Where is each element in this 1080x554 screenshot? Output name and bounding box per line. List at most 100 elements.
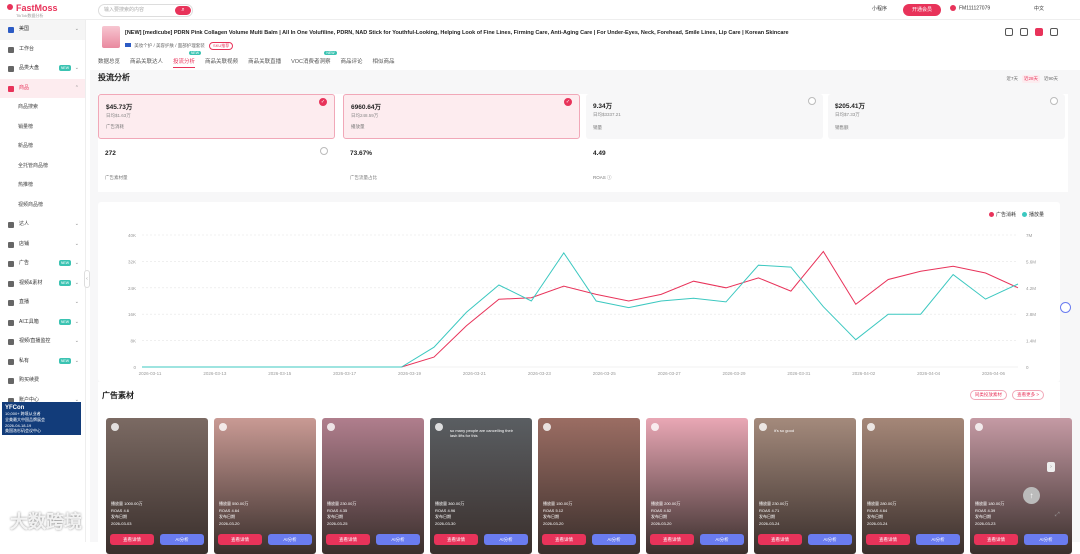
- metric-card[interactable]: $205.41万 日均$7.33万 销售额: [828, 94, 1065, 139]
- product-category[interactable]: 美妆个护 / 美容护肤 / 面部护理套装: [134, 43, 205, 48]
- tab-6[interactable]: 商品评论: [341, 57, 363, 67]
- back-to-top-button[interactable]: ↑: [1023, 487, 1040, 504]
- sidebar-item-category[interactable]: 品类大盘 NEW ⌄: [0, 59, 85, 79]
- range-option[interactable]: 近7天: [1006, 76, 1018, 81]
- tab-0[interactable]: 数据总览: [98, 57, 120, 67]
- sidebar-item-video-material[interactable]: 视频&素材 NEW ⌄: [0, 274, 85, 294]
- tab-2[interactable]: 投流分析 NEW: [173, 51, 202, 68]
- play-icon[interactable]: [327, 423, 335, 431]
- ai-analysis-button[interactable]: AI分析: [160, 534, 204, 545]
- sidebar-item-purchase[interactable]: 购买续费: [0, 371, 85, 391]
- play-icon[interactable]: [651, 423, 659, 431]
- ad-card[interactable]: 播放量 150.00万 ROAS 5.12 发布日期 2026-03-20 查看详情 AI…: [538, 418, 640, 554]
- tab-3[interactable]: 商品关联视频: [205, 57, 238, 67]
- view-detail-button[interactable]: 查看详情: [650, 534, 694, 545]
- ad-card[interactable]: it's so good 播放量 230.00万 ROAS 4.71 发布日期 2026…: [754, 418, 856, 554]
- metric-card[interactable]: 272 广告素材量: [98, 144, 335, 189]
- ai-analysis-button[interactable]: AI分析: [808, 534, 852, 545]
- metric-card[interactable]: 6960.64万 日均248.59万 播放量 ✓: [343, 94, 580, 139]
- sidebar-item-monitor[interactable]: 视频/直播监控 ⌄: [0, 332, 85, 352]
- tab-5[interactable]: VOC消费者洞察 NEW: [291, 51, 337, 67]
- expand-icon[interactable]: ⤢: [1055, 512, 1060, 518]
- view-detail-button[interactable]: 查看详情: [974, 534, 1018, 545]
- sidebar-item-hot-rank[interactable]: 热推榜: [0, 176, 85, 196]
- metric-card[interactable]: 4.49 ROAS ⓘ: [586, 144, 823, 189]
- sidebar-item-managed-rank[interactable]: 全托管商品榜: [0, 157, 85, 177]
- ad-card[interactable]: so many people are cancelling their lash…: [430, 418, 532, 554]
- ad-card[interactable]: 播放量 200.00万 ROAS 4.52 发布日期 2026-03-20 查看详情 AI…: [646, 418, 748, 554]
- sidebar-item-live[interactable]: 直播 ⌄: [0, 293, 85, 313]
- view-detail-button[interactable]: 查看详情: [434, 534, 478, 545]
- tiktok-icon[interactable]: [1035, 28, 1044, 36]
- carousel-next-button[interactable]: ›: [1047, 462, 1055, 472]
- sidebar-item-goods-search[interactable]: 商品搜索: [0, 98, 85, 118]
- legend-item[interactable]: 广告消耗: [983, 212, 1016, 218]
- view-more-button[interactable]: 查看更多 >: [1012, 390, 1044, 400]
- play-icon[interactable]: [543, 423, 551, 431]
- sidebar-item-new-rank[interactable]: 新品榜: [0, 137, 85, 157]
- ai-analysis-button[interactable]: AI分析: [1024, 534, 1068, 545]
- ai-analysis-button[interactable]: AI分析: [700, 534, 744, 545]
- tab-1[interactable]: 商品关联达人: [130, 57, 163, 67]
- play-icon[interactable]: [111, 423, 119, 431]
- user-menu[interactable]: FM111127079: [950, 5, 990, 11]
- search-icon[interactable]: ⌕: [175, 6, 191, 15]
- sidebar-item-creators[interactable]: 达人 ⌄: [0, 215, 85, 235]
- sidebar-item-sales-rank[interactable]: 销量榜: [0, 118, 85, 138]
- sidebar-item-shops[interactable]: 店铺 ⌄: [0, 235, 85, 255]
- view-detail-button[interactable]: 查看详情: [218, 534, 262, 545]
- view-detail-button[interactable]: 查看详情: [110, 534, 154, 545]
- sidebar-collapse-button[interactable]: ‹: [84, 270, 90, 288]
- checkbox[interactable]: [1050, 97, 1058, 105]
- language-switch[interactable]: 中文: [1034, 6, 1045, 12]
- ai-analysis-button[interactable]: AI分析: [268, 534, 312, 545]
- sidebar-item-ai-tools[interactable]: AI工具箱 NEW ⌄: [0, 313, 85, 333]
- ai-analysis-button[interactable]: AI分析: [376, 534, 420, 545]
- ad-card[interactable]: 播放量 280.00万 ROAS 4.64 发布日期 2026-03-24 查看详情 AI…: [862, 418, 964, 554]
- promo-banner[interactable]: YFCon 10,000+ 跨境从业者 全美最大中国品牌展会 2026-04-1…: [2, 402, 81, 435]
- play-icon[interactable]: [759, 423, 767, 431]
- ai-analysis-button[interactable]: AI分析: [592, 534, 636, 545]
- country-select[interactable]: 美国 ⌄: [0, 20, 85, 40]
- sidebar-item-ads[interactable]: 广告 NEW ⌄: [0, 254, 85, 274]
- checkbox[interactable]: [320, 147, 328, 155]
- checkbox[interactable]: [808, 97, 816, 105]
- metric-card[interactable]: 73.67% 广告流量占比: [343, 144, 580, 189]
- float-help-icon[interactable]: [1060, 302, 1071, 313]
- view-detail-button[interactable]: 查看详情: [866, 534, 910, 545]
- similar-ads-button[interactable]: 同类投放素材: [969, 390, 1007, 400]
- range-option[interactable]: 近28天: [1021, 75, 1040, 83]
- metric-card[interactable]: $45.73万 日均$1.63万 广告消耗 ✓: [98, 94, 335, 139]
- ai-analysis-button[interactable]: AI分析: [916, 534, 960, 545]
- view-detail-button[interactable]: 查看详情: [542, 534, 586, 545]
- play-icon[interactable]: [435, 423, 443, 431]
- view-detail-button[interactable]: 查看详情: [758, 534, 802, 545]
- tab-4[interactable]: 商品关联直播: [248, 57, 281, 67]
- product-thumbnail[interactable]: [102, 26, 120, 48]
- sidebar-item-video-goods-rank[interactable]: 视频商品榜: [0, 196, 85, 216]
- ad-card[interactable]: 播放量 180.00万 ROAS 4.39 发布日期 2026-03-23 查看详情 AI…: [970, 418, 1072, 554]
- tab-7[interactable]: 相似商品: [373, 57, 395, 67]
- grid-icon[interactable]: [1020, 28, 1029, 36]
- search-input[interactable]: 输入要搜索的内容 ⌕: [98, 4, 193, 17]
- sidebar-item-account[interactable]: 账户中心 ⌄: [0, 391, 85, 411]
- ad-card[interactable]: 播放量 1000.00万 ROAS 4.6 发布日期 2026-03-03 查看详情 AI…: [106, 418, 208, 554]
- metric-card[interactable]: 9.34万 日均$3337.21 销量: [586, 94, 823, 139]
- ad-card[interactable]: 播放量 230.00万 ROAS 4.35 发布日期 2026-03-25 查看详情 AI…: [322, 418, 424, 554]
- play-icon[interactable]: [867, 423, 875, 431]
- checked-icon[interactable]: ✓: [564, 98, 572, 106]
- sidebar-item-private[interactable]: 私有 NEW ⌄: [0, 352, 85, 372]
- open-vip-button[interactable]: 开通会员: [903, 4, 941, 16]
- mini-program-link[interactable]: 小程序: [872, 6, 888, 12]
- sidebar-item-workbench[interactable]: 工作台: [0, 40, 85, 60]
- sidebar-item-goods[interactable]: 商品 ⌃: [0, 78, 85, 98]
- logo[interactable]: FastMoss TikTok数据分析: [7, 3, 58, 19]
- ai-analysis-button[interactable]: AI分析: [484, 534, 528, 545]
- checked-icon[interactable]: ✓: [319, 98, 327, 106]
- play-icon[interactable]: [975, 423, 983, 431]
- open-link-icon[interactable]: [1050, 28, 1058, 36]
- play-icon[interactable]: [219, 423, 227, 431]
- sku-tag[interactable]: SKU推荐: [209, 42, 234, 50]
- view-detail-button[interactable]: 查看详情: [326, 534, 370, 545]
- star-icon[interactable]: [1005, 28, 1014, 36]
